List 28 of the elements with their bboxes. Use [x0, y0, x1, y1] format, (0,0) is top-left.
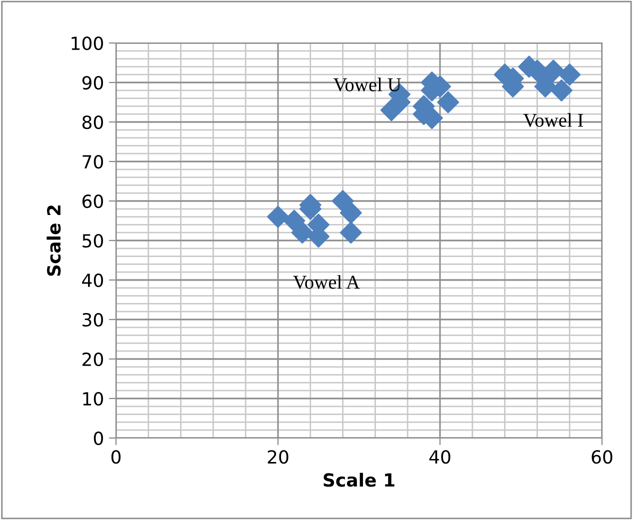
annotation: Vowel I: [523, 113, 584, 127]
annotation: Vowel U: [333, 78, 401, 92]
y-tick-label: 80: [82, 115, 103, 130]
point: [340, 202, 362, 224]
point: [437, 91, 460, 114]
point: [550, 79, 572, 102]
point: [340, 222, 362, 244]
x-axis-title: Scale 1: [324, 472, 394, 487]
x-tick-label: 20: [268, 450, 288, 464]
point: [558, 64, 581, 86]
y-tick-label: 70: [82, 154, 103, 169]
point: [283, 210, 306, 232]
y-tick-label: 0: [94, 431, 103, 446]
y-tick-label: 100: [72, 36, 103, 50]
y-tick-label: 20: [82, 352, 103, 366]
y-tick-label: 10: [83, 392, 103, 406]
annotation: Vowel A: [293, 275, 360, 289]
y-axis-title: Scale 2: [46, 205, 61, 276]
y-tick-label: 50: [82, 234, 103, 248]
y-tick-label: 90: [82, 76, 103, 90]
x-tick-label: 60: [592, 450, 612, 464]
y-tick-label: 40: [82, 273, 103, 288]
x-tick-label: 0: [111, 450, 121, 464]
y-tick-label: 30: [82, 312, 103, 327]
point: [291, 222, 314, 244]
y-tick-label: 60: [82, 194, 103, 208]
point: [267, 206, 289, 228]
x-tick-label: 40: [429, 450, 450, 464]
